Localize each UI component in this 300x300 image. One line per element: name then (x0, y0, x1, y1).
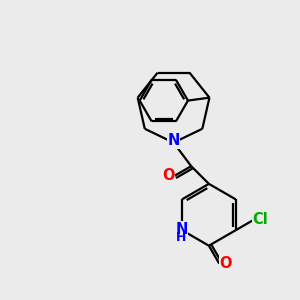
Text: H: H (176, 231, 187, 244)
Text: O: O (162, 168, 174, 183)
Text: Cl: Cl (253, 212, 268, 227)
Text: N: N (167, 133, 180, 148)
Text: N: N (175, 222, 188, 237)
Text: O: O (219, 256, 232, 271)
